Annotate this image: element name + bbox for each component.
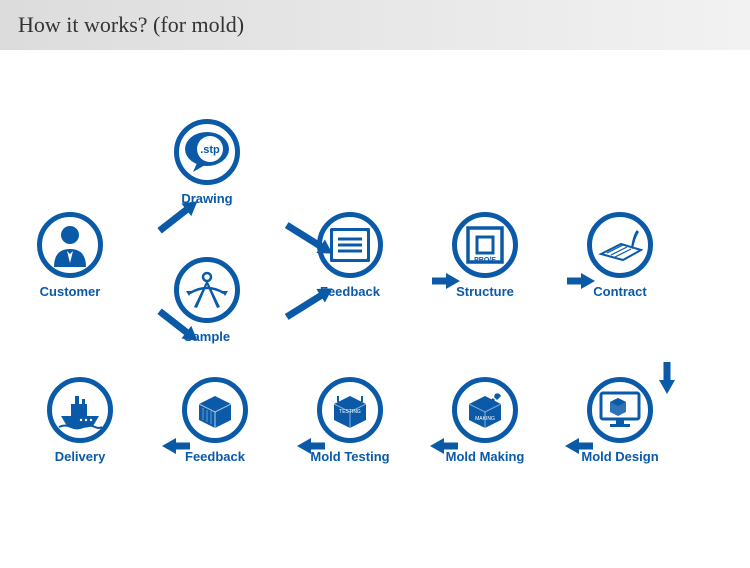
node-delivery: Delivery [35,377,125,464]
arrow-feedback1-structure [430,271,460,291]
node-label: Feedback [185,449,245,464]
box-icon [182,377,248,443]
contract-icon [587,212,653,278]
compass-icon [174,257,240,323]
person-icon [37,212,103,278]
flow-diagram: Customer .stp Drawing Sample Feedbac [0,50,750,550]
arrow-molddesign-moldmaking [565,436,595,456]
svg-text:.stp: .stp [200,144,220,156]
monitor-icon [587,377,653,443]
making-icon: MAKING [452,377,518,443]
svg-text:PRO/E: PRO/E [474,257,496,264]
ship-icon [47,377,113,443]
arrow-contract-molddesign [657,360,677,394]
page-title: How it works? (for mold) [0,0,750,50]
arrow-moldtesting-feedback2 [297,436,327,456]
node-label: Contract [593,284,646,299]
node-customer: Customer [25,212,115,299]
testing-icon: TESTING [317,377,383,443]
node-label: Customer [40,284,101,299]
node-label: Delivery [55,449,106,464]
arrow-feedback2-delivery [162,436,192,456]
svg-text:MAKING: MAKING [475,416,495,422]
node-label: Structure [456,284,514,299]
arrow-structure-contract [565,271,595,291]
proe-icon: PRO/E [452,212,518,278]
svg-text:TESTING: TESTING [339,409,361,415]
arrow-moldmaking-moldtesting [430,436,460,456]
stp-icon: .stp [174,119,240,185]
node-drawing: .stp Drawing [162,119,252,206]
